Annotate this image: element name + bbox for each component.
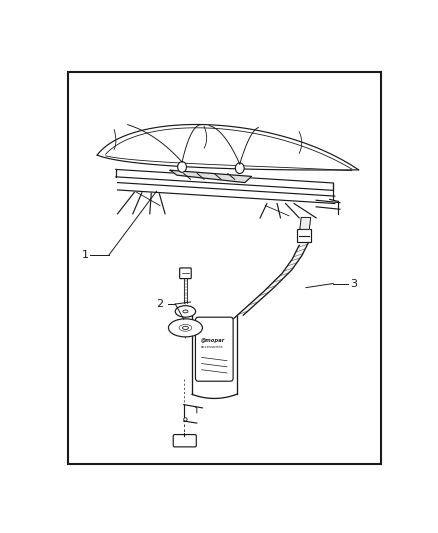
Ellipse shape [183, 310, 188, 313]
Circle shape [235, 163, 244, 174]
Text: 3: 3 [350, 279, 357, 288]
Text: @mopar: @mopar [201, 338, 225, 343]
Text: 2: 2 [156, 299, 163, 309]
Polygon shape [117, 183, 335, 204]
Polygon shape [116, 169, 333, 190]
Circle shape [178, 161, 187, 172]
FancyBboxPatch shape [297, 229, 311, 242]
Polygon shape [170, 170, 251, 183]
Ellipse shape [169, 319, 202, 337]
FancyBboxPatch shape [173, 434, 196, 447]
Text: accessories: accessories [201, 345, 224, 349]
Text: 1: 1 [82, 250, 89, 260]
Polygon shape [234, 242, 309, 318]
Polygon shape [300, 217, 311, 229]
FancyBboxPatch shape [180, 268, 191, 279]
Ellipse shape [183, 326, 188, 329]
Ellipse shape [184, 418, 187, 421]
Ellipse shape [175, 306, 196, 317]
FancyBboxPatch shape [195, 317, 233, 381]
Polygon shape [97, 125, 359, 170]
